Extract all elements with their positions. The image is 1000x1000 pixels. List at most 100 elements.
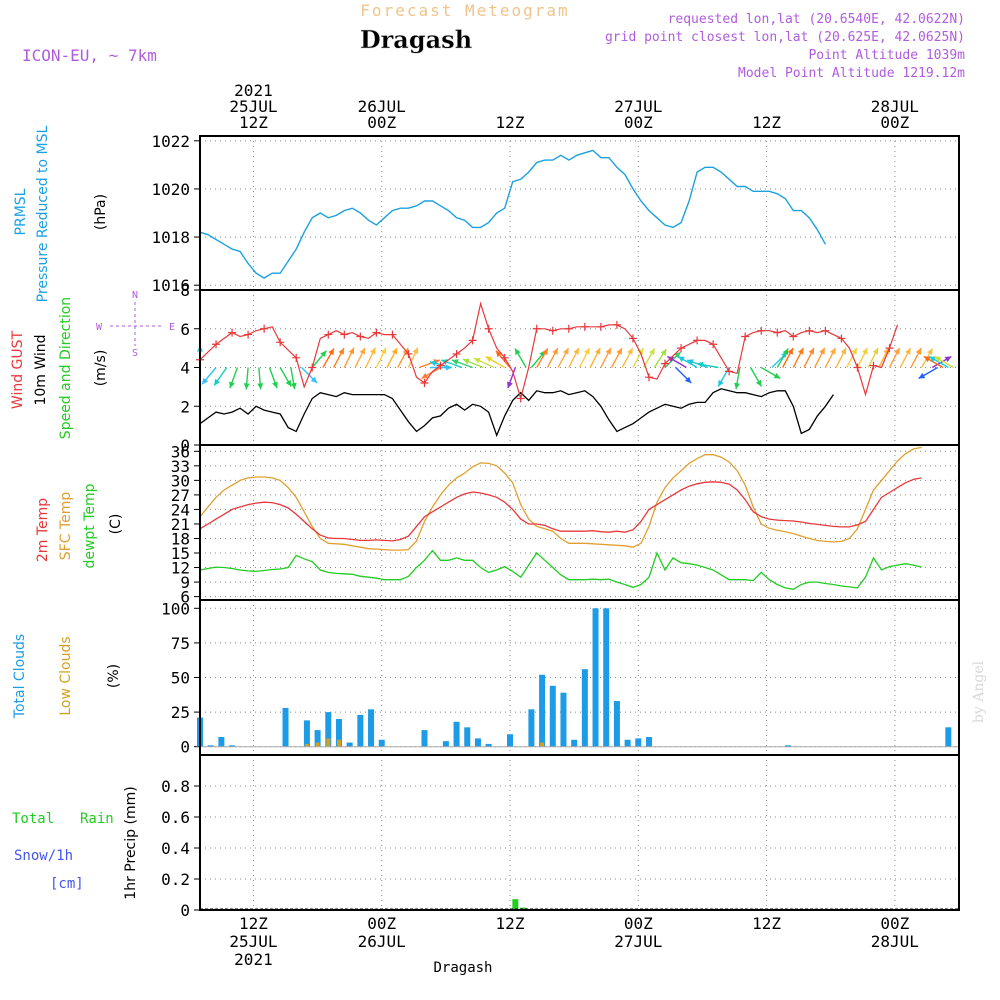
gust-marker [661, 359, 670, 368]
gust-marker [340, 330, 349, 339]
wind-arrow-head [584, 347, 590, 355]
wind-arrow-head [862, 347, 868, 355]
wind-ytick-label: 2 [180, 397, 190, 416]
sfc-temp-series-label: SFC Temp [58, 492, 74, 561]
gust-marker [709, 340, 718, 349]
compass-west: W [96, 322, 103, 333]
gust-marker [741, 332, 750, 341]
temp-ytick-label: 33 [171, 457, 190, 476]
clouds-ytick-label: 0 [180, 738, 190, 757]
precip-ylabel: 1hr Precip (mm) [123, 786, 139, 899]
gust-marker [308, 363, 317, 372]
temp-ylabel: (C) [108, 514, 124, 535]
gust-marker [596, 322, 605, 331]
bottom-time-label: 12Z [752, 914, 781, 933]
bottom-time-label: 2021 [234, 950, 273, 969]
wind-title: Speed and Direction [58, 297, 74, 439]
wind-arrow-head [391, 347, 398, 355]
bottom-time-label: 00Z [624, 914, 653, 933]
wind-arrow-head [840, 347, 847, 355]
temp2m-line [199, 477, 922, 542]
gust-marker [212, 340, 221, 349]
top-time-label: 00Z [624, 113, 653, 132]
pressure-series-label: PRMSL [13, 188, 29, 235]
total-cloud-bar [378, 739, 385, 747]
pressure-ytick-label: 1018 [151, 228, 190, 247]
temp-ytick-label: 27 [171, 486, 190, 505]
total-cloud-bar [207, 745, 214, 747]
precip-ytick-label: 0 [180, 901, 190, 920]
top-time-label: 27JUL [614, 97, 662, 116]
wind-arrow-head [290, 382, 297, 390]
wind10m-series-label: 10m Wind [33, 334, 49, 405]
gust-marker [628, 334, 637, 343]
wind-arrow-head [773, 372, 781, 379]
dewpoint-line [199, 549, 922, 590]
wind-arrow-head [894, 347, 900, 355]
temp-ytick-label: 9 [180, 573, 190, 592]
gust-marker [228, 328, 237, 337]
gust-marker [356, 332, 365, 341]
bottom-time-label: 12Z [496, 914, 525, 933]
wind-arrow-head [934, 356, 942, 363]
wind-arrow-head [507, 381, 513, 389]
wind-arrow-head [485, 356, 493, 363]
gust-marker [324, 330, 333, 339]
dewpoint-series-label: dewpt Temp [82, 483, 98, 568]
wind-arrow-head [370, 347, 376, 355]
temp-ytick-label: 12 [171, 559, 190, 578]
pressure-frame [199, 135, 960, 291]
gust-marker [532, 324, 541, 333]
temp-ytick-label: 18 [171, 529, 190, 548]
gust-marker [805, 326, 814, 335]
gust-marker [516, 394, 525, 403]
wind-arrow-head [734, 382, 741, 390]
wind-arrow-head [667, 356, 675, 363]
rain-bar [520, 907, 527, 910]
requested-coords: requested lon,lat (20.6540E, 42.0622N) [668, 12, 965, 27]
gust-marker [580, 322, 589, 331]
top-time-label: 28JUL [871, 97, 919, 116]
top-time-label: 26JUL [358, 97, 406, 116]
wind-arrow-head [872, 347, 879, 355]
wind-arrow-head [451, 359, 459, 365]
total-cloud-bar [945, 727, 952, 747]
total-cloud-bar [357, 714, 364, 747]
wind-arrow-head [755, 379, 762, 387]
temp-ytick-label: 24 [171, 500, 190, 519]
gust-series-label: Wind GUST [10, 330, 26, 409]
gust-line [199, 301, 899, 401]
total-cloud-bar [335, 719, 342, 747]
total-cloud-bar [229, 745, 236, 747]
wind-arrow-head [684, 376, 692, 384]
bottom-time-label: 12Z [239, 914, 268, 933]
gust-marker [789, 332, 798, 341]
total-cloud-bar [464, 727, 471, 747]
total-cloud-bar [613, 701, 620, 747]
wind-arrow-head [320, 350, 327, 358]
wind-arrow-head [787, 348, 793, 355]
sfc-temp-line [199, 446, 922, 551]
total-cloud-bar [442, 741, 449, 747]
wind-arrow-head [243, 383, 250, 390]
wind-arrow-head [328, 348, 334, 356]
wind-ylabel: (m/s) [93, 350, 109, 387]
wind-arrow-head [905, 348, 911, 355]
wind-arrow-head [429, 360, 437, 367]
low-cloud-bar [540, 742, 545, 747]
gust-marker [612, 320, 621, 329]
wind10m-line [199, 388, 834, 438]
gust-marker [468, 336, 477, 345]
wind-arrow-head [915, 348, 922, 355]
gust-marker [564, 324, 573, 333]
wind-arrow-head [616, 348, 622, 355]
wind-arrow-head [214, 378, 221, 386]
wind-arrow-head [338, 348, 344, 355]
wind-arrow-head [660, 349, 667, 356]
total-cloud-bar [571, 739, 578, 747]
low-cloud-bar [336, 739, 341, 747]
precip-snow-label: Snow/1h [14, 848, 73, 864]
compass-east: E [169, 322, 175, 333]
top-time-label: 00Z [367, 113, 396, 132]
